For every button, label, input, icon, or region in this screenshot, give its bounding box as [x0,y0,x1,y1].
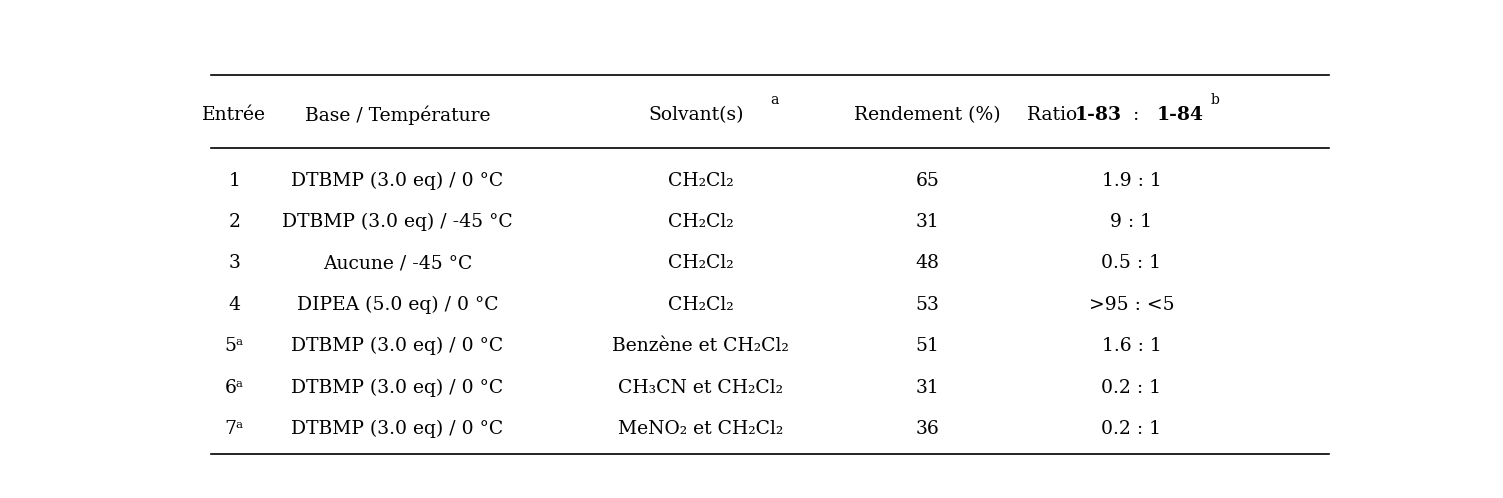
Text: 9 : 1: 9 : 1 [1111,213,1153,231]
Text: Entrée: Entrée [203,107,266,124]
Text: 5ᵃ: 5ᵃ [225,337,243,355]
Text: 1-84: 1-84 [1157,107,1204,124]
Text: 1.9 : 1: 1.9 : 1 [1102,171,1162,190]
Text: Aucune / -45 °C: Aucune / -45 °C [323,254,472,272]
Text: 1.6 : 1: 1.6 : 1 [1102,337,1162,355]
Text: CH₂Cl₂: CH₂Cl₂ [667,171,733,190]
Text: Benzène et CH₂Cl₂: Benzène et CH₂Cl₂ [612,337,789,355]
Text: DTBMP (3.0 eq) / -45 °C: DTBMP (3.0 eq) / -45 °C [283,213,513,231]
Text: 31: 31 [915,213,939,231]
Text: 4: 4 [228,296,240,314]
Text: CH₂Cl₂: CH₂Cl₂ [667,213,733,231]
Text: Base / Température: Base / Température [305,106,490,125]
Text: 36: 36 [915,420,939,438]
Text: 6ᵃ: 6ᵃ [225,378,243,396]
Text: 48: 48 [915,254,939,272]
Text: MeNO₂ et CH₂Cl₂: MeNO₂ et CH₂Cl₂ [618,420,783,438]
Text: DTBMP (3.0 eq) / 0 °C: DTBMP (3.0 eq) / 0 °C [292,420,504,438]
Text: DTBMP (3.0 eq) / 0 °C: DTBMP (3.0 eq) / 0 °C [292,171,504,190]
Text: 3: 3 [228,254,240,272]
Text: DTBMP (3.0 eq) / 0 °C: DTBMP (3.0 eq) / 0 °C [292,378,504,397]
Text: 0.5 : 1: 0.5 : 1 [1102,254,1162,272]
Text: 1-83: 1-83 [1075,107,1121,124]
Text: CH₃CN et CH₂Cl₂: CH₃CN et CH₂Cl₂ [618,378,783,396]
Text: 51: 51 [915,337,939,355]
Text: a: a [771,93,779,107]
Text: 0.2 : 1: 0.2 : 1 [1102,420,1162,438]
Text: DIPEA (5.0 eq) / 0 °C: DIPEA (5.0 eq) / 0 °C [296,296,499,314]
Text: 65: 65 [915,171,939,190]
Text: 0.2 : 1: 0.2 : 1 [1102,378,1162,396]
Text: Ratio: Ratio [1027,107,1082,124]
Text: 1: 1 [228,171,240,190]
Text: Solvant(s): Solvant(s) [648,107,744,124]
Text: >95 : <5: >95 : <5 [1088,296,1174,314]
Text: CH₂Cl₂: CH₂Cl₂ [667,254,733,272]
Text: 31: 31 [915,378,939,396]
Text: :: : [1127,107,1145,124]
Text: Rendement (%): Rendement (%) [854,107,1001,124]
Text: b: b [1210,93,1219,107]
Text: DTBMP (3.0 eq) / 0 °C: DTBMP (3.0 eq) / 0 °C [292,337,504,356]
Text: 53: 53 [915,296,939,314]
Text: CH₂Cl₂: CH₂Cl₂ [667,296,733,314]
Text: 2: 2 [228,213,240,231]
Text: 7ᵃ: 7ᵃ [225,420,243,438]
